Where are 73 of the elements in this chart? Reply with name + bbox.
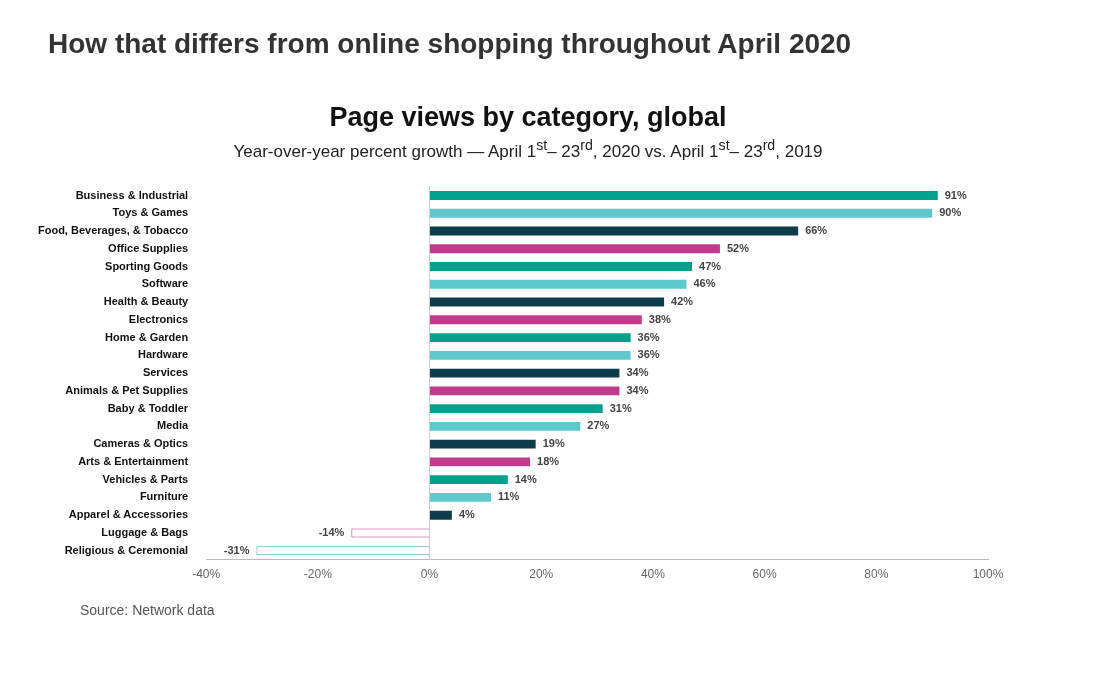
y-tick-label: Electronics	[128, 312, 189, 325]
x-tick-label: 80%	[864, 566, 889, 581]
x-tick-label: -20%	[303, 566, 333, 581]
bar	[429, 421, 581, 431]
text: Year-over-year percent growth — April 1$^{st}$– 23$^{rd}$, 2020 vs. April 1$^{st}$– 23$^{rd}$, 2019	[233, 137, 823, 161]
data-label: 90%	[939, 205, 962, 218]
x-tick-label: 100%	[972, 566, 1004, 581]
data-label: -14%	[318, 525, 345, 538]
data-label: 4%	[458, 507, 475, 520]
y-tick-label: Software	[141, 276, 189, 289]
y-tick-label: Apparel & Accessories	[68, 507, 189, 520]
y-tick-label: Services	[142, 365, 189, 378]
data-label: 38%	[648, 312, 671, 325]
bar	[429, 226, 799, 236]
bar	[429, 297, 665, 307]
bar	[429, 350, 631, 360]
x-tick-label: 0%	[420, 566, 439, 581]
bar	[429, 457, 531, 467]
y-tick-label: Baby & Toddler	[107, 401, 189, 414]
y-tick-label: Office Supplies	[108, 241, 189, 254]
source-note: Source: Network data	[80, 601, 216, 618]
y-tick-label: Home & Garden	[105, 330, 189, 343]
bar	[429, 315, 642, 324]
x-tick-label: 40%	[640, 566, 666, 581]
bar	[429, 439, 536, 449]
data-label: 34%	[626, 383, 649, 396]
bar	[429, 261, 693, 271]
bar	[429, 492, 491, 502]
data-label: 42%	[671, 294, 694, 307]
data-label: 47%	[699, 259, 722, 272]
bar	[429, 510, 452, 520]
y-tick-label: Cameras & Optics	[93, 436, 189, 449]
data-label: 34%	[626, 365, 649, 378]
y-tick-label: Animals & Pet Supplies	[65, 383, 189, 396]
data-label: 11%	[497, 490, 520, 503]
bar	[429, 190, 938, 200]
bar	[429, 386, 620, 395]
data-label: -31%	[223, 543, 250, 556]
data-label: 19%	[542, 436, 565, 449]
y-tick-label: Luggage & Bags	[101, 525, 189, 538]
x-tick-label: 20%	[529, 566, 554, 581]
bar	[429, 332, 631, 342]
data-label: 36%	[637, 330, 660, 343]
y-tick-label: Business & Industrial	[75, 188, 189, 201]
data-label: 27%	[587, 419, 610, 432]
y-tick-label: Hardware	[138, 348, 189, 361]
data-label: 91%	[944, 188, 967, 201]
bar	[429, 208, 933, 218]
text: How that differs from online shopping throughout April 2020	[48, 28, 853, 60]
data-label: 14%	[514, 472, 537, 485]
bar	[429, 474, 508, 484]
data-label: 46%	[693, 276, 716, 289]
data-label: 52%	[726, 241, 750, 254]
data-label: 66%	[805, 223, 828, 236]
x-tick-label: 60%	[752, 566, 777, 581]
y-tick-label: Furniture	[139, 490, 189, 503]
y-tick-label: Health & Beauty	[103, 294, 190, 307]
y-tick-label: Religious & Ceremonial	[64, 543, 189, 556]
data-label: 18%	[537, 454, 560, 467]
y-tick-label: Media	[156, 419, 190, 432]
y-tick-label: Sporting Goods	[105, 259, 189, 272]
y-tick-label: Toys & Games	[112, 205, 189, 218]
data-label: 36%	[637, 348, 660, 361]
chart-title: Page views by category, global	[328, 102, 728, 133]
bar	[429, 279, 687, 289]
data-label: 31%	[609, 401, 632, 414]
bar	[429, 403, 603, 413]
bar	[429, 243, 720, 253]
x-tick-label: -40%	[192, 566, 221, 581]
y-tick-label: Arts & Entertainment	[78, 454, 189, 467]
y-tick-label: Vehicles & Parts	[102, 472, 189, 485]
bar	[429, 368, 620, 378]
y-tick-label: Food, Beverages, & Tobacco	[37, 223, 189, 236]
